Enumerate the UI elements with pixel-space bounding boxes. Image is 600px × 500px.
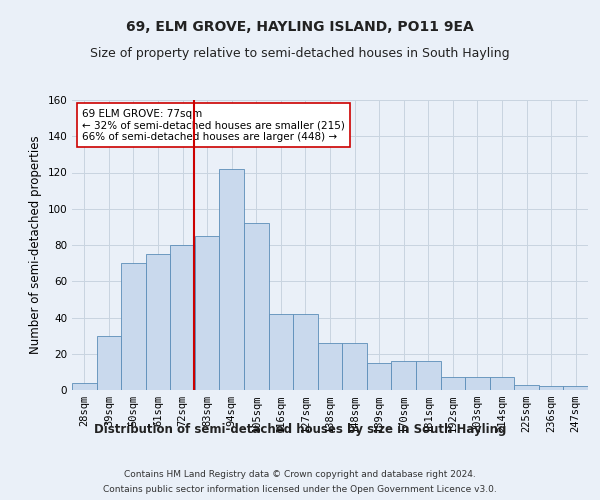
Bar [293,314,318,390]
Bar [563,386,588,390]
Bar [121,263,146,390]
Bar [391,361,416,390]
Bar [367,363,391,390]
Bar [514,384,539,390]
Bar [465,378,490,390]
Text: Contains HM Land Registry data © Crown copyright and database right 2024.: Contains HM Land Registry data © Crown c… [124,470,476,479]
Bar [195,236,220,390]
Y-axis label: Number of semi-detached properties: Number of semi-detached properties [29,136,42,354]
Text: 69, ELM GROVE, HAYLING ISLAND, PO11 9EA: 69, ELM GROVE, HAYLING ISLAND, PO11 9EA [126,20,474,34]
Bar [72,383,97,390]
Bar [440,378,465,390]
Bar [490,378,514,390]
Bar [97,336,121,390]
Bar [416,361,440,390]
Bar [170,245,195,390]
Text: Size of property relative to semi-detached houses in South Hayling: Size of property relative to semi-detach… [90,48,510,60]
Bar [244,223,269,390]
Bar [269,314,293,390]
Bar [220,169,244,390]
Text: 69 ELM GROVE: 77sqm
← 32% of semi-detached houses are smaller (215)
66% of semi-: 69 ELM GROVE: 77sqm ← 32% of semi-detach… [82,108,345,142]
Bar [146,254,170,390]
Text: Contains public sector information licensed under the Open Government Licence v3: Contains public sector information licen… [103,485,497,494]
Text: Distribution of semi-detached houses by size in South Hayling: Distribution of semi-detached houses by … [94,422,506,436]
Bar [318,343,342,390]
Bar [342,343,367,390]
Bar [539,386,563,390]
